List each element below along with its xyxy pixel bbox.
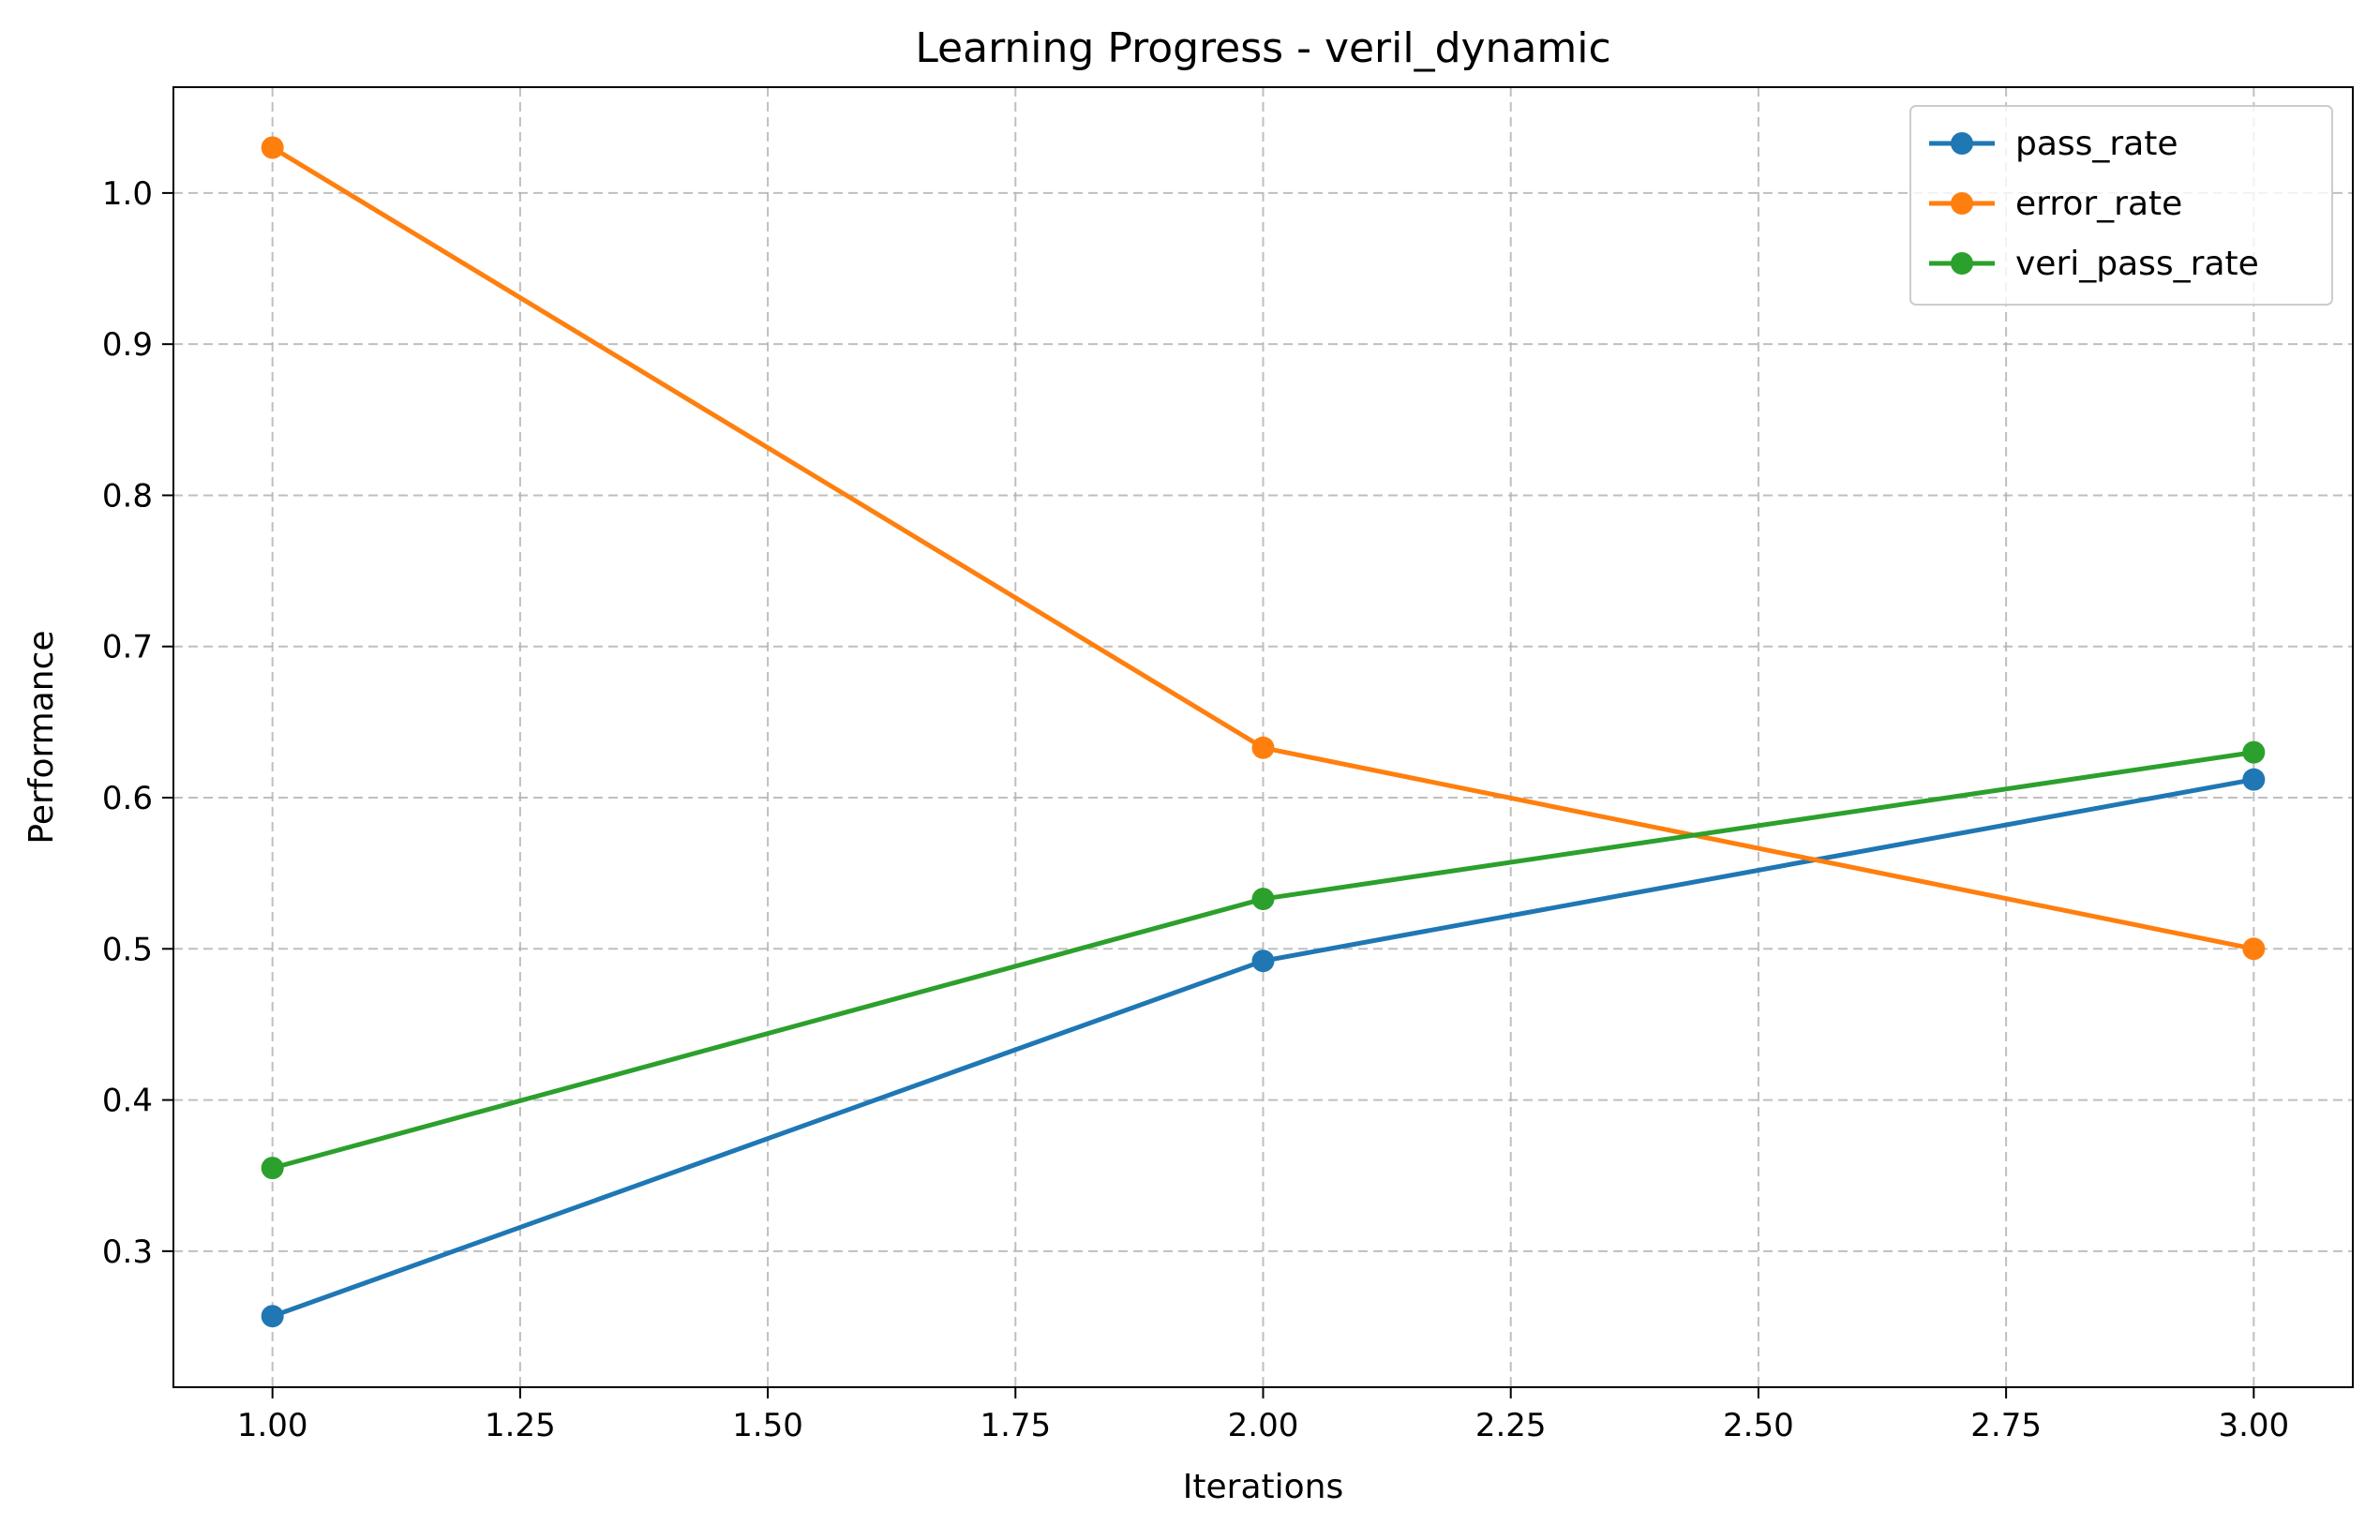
y-tick-label: 0.3 (102, 1233, 153, 1271)
x-axis-title: Iterations (1183, 1468, 1343, 1506)
y-tick-label: 0.4 (102, 1083, 153, 1120)
data-point (2242, 937, 2266, 961)
data-point (261, 136, 284, 159)
x-tick-label: 1.25 (485, 1407, 556, 1444)
legend-item: pass_rate (1929, 125, 2178, 163)
data-point (261, 1305, 284, 1328)
data-point (1251, 888, 1275, 911)
legend-item: veri_pass_rate (1929, 245, 2259, 283)
series-pass_rate (261, 768, 2266, 1328)
legend-label: error_rate (2015, 185, 2182, 223)
series-error_rate (261, 136, 2266, 961)
legend-marker (1951, 132, 1973, 155)
data-point (1251, 949, 1275, 973)
x-tick-label: 2.75 (1970, 1407, 2042, 1444)
y-tick-label: 1.0 (102, 175, 153, 213)
x-tick-label: 2.25 (1475, 1407, 1547, 1444)
series-layer (261, 136, 2266, 1328)
y-tick-label: 0.6 (102, 780, 153, 817)
legend-marker (1951, 192, 1973, 215)
x-tick-label: 1.00 (237, 1407, 308, 1444)
legend-box (1909, 105, 2333, 306)
data-point (2242, 740, 2266, 764)
x-tick-label: 1.75 (980, 1407, 1051, 1444)
legend-item: error_rate (1929, 185, 2182, 223)
x-tick-label: 2.00 (1228, 1407, 1299, 1444)
legend-label: pass_rate (2015, 125, 2178, 163)
data-point (261, 1157, 284, 1180)
data-point (2242, 768, 2266, 791)
data-point (1251, 736, 1275, 759)
y-tick-label: 0.9 (102, 326, 153, 364)
y-tick-label: 0.8 (102, 477, 153, 515)
legend: pass_rate error_rate veri_pass_rate (1909, 105, 2333, 306)
x-tick-label: 3.00 (2218, 1407, 2289, 1444)
x-tick-label: 2.50 (1723, 1407, 1794, 1444)
legend-marker (1951, 252, 1973, 275)
y-tick-label: 0.5 (102, 931, 153, 968)
chart-title: Learning Progress - veril_dynamic (915, 24, 1610, 72)
x-axis-ticks: 1.00 1.25 1.50 1.75 2.00 2.25 2.50 2.75 3.00 (237, 1387, 2289, 1444)
legend-label: veri_pass_rate (2015, 245, 2259, 283)
y-tick-label: 0.7 (102, 629, 153, 666)
y-axis-ticks: 0.3 0.4 0.5 0.6 0.7 0.8 0.9 1.0 (102, 175, 173, 1271)
x-tick-label: 1.50 (732, 1407, 803, 1444)
series-veri_pass_rate (261, 740, 2266, 1180)
y-axis-title: Performance (22, 630, 61, 844)
